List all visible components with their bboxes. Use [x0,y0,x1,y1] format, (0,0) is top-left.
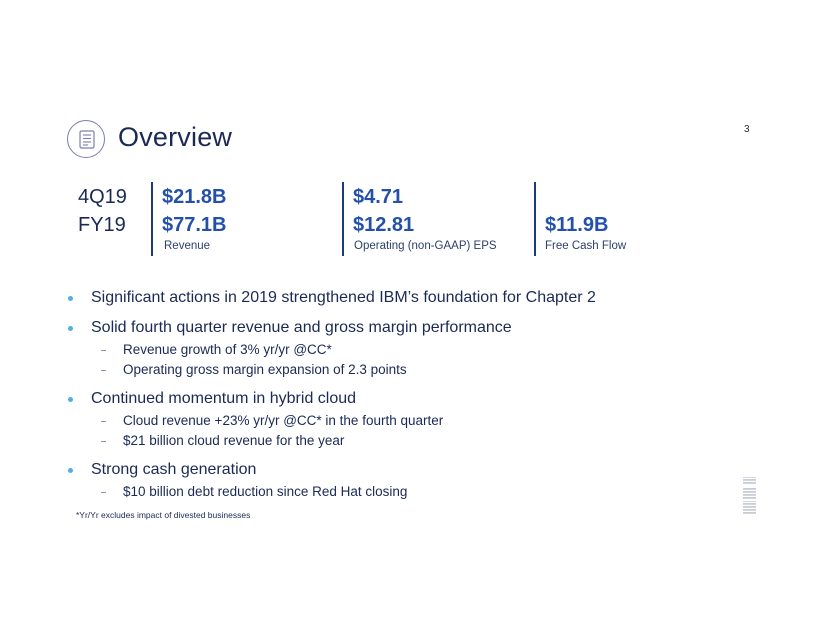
bullet-dot-icon [68,296,73,301]
bullet-dot-icon [68,397,73,402]
sub-bullet-text: Revenue growth of 3% yr/yr @CC* [123,342,332,357]
bullet-text: Strong cash generation [91,461,257,478]
bullet-dot-icon [68,468,73,473]
dash-icon [101,441,106,442]
page-number: 3 [744,124,750,135]
revenue-year-value: $77.1B [162,214,227,236]
eps-year-value: $12.81 [353,214,415,236]
sub-bullet-text: Operating gross margin expansion of 2.3 … [123,362,407,377]
dash-icon [101,370,106,371]
document-list-icon [79,130,95,149]
dash-icon [101,421,106,422]
divider-revenue [151,182,153,256]
revenue-label: Revenue [164,240,211,252]
page-title: Overview [118,122,233,152]
bullet-dot-icon [68,326,73,331]
dash-icon [101,350,106,351]
eps-quarter-value: $4.71 [353,186,404,208]
footnote: *Yr/Yr excludes impact of divested busin… [76,510,251,520]
fcf-year-value: $11.9B [545,214,609,236]
revenue-quarter-value: $21.8B [162,186,227,208]
title-icon-circle [67,120,105,158]
bullet-text: Significant actions in 2019 strengthened… [91,289,596,306]
divider-eps [342,182,344,256]
sub-bullet-text: $21 billion cloud revenue for the year [123,433,345,448]
period-label-quarter: 4Q19 [78,186,127,208]
sub-bullet-text: Cloud revenue +23% yr/yr @CC* in the fou… [123,413,444,428]
bullet-text: Continued momentum in hybrid cloud [91,390,357,407]
bullet-text: Solid fourth quarter revenue and gross m… [91,319,512,336]
ibm-logo [743,477,756,515]
period-label-year: FY19 [78,214,126,236]
divider-fcf [534,182,536,256]
fcf-label: Free Cash Flow [545,240,627,252]
sub-bullet-text: $10 billion debt reduction since Red Hat… [123,484,408,499]
dash-icon [101,492,106,493]
eps-label: Operating (non-GAAP) EPS [354,240,497,252]
